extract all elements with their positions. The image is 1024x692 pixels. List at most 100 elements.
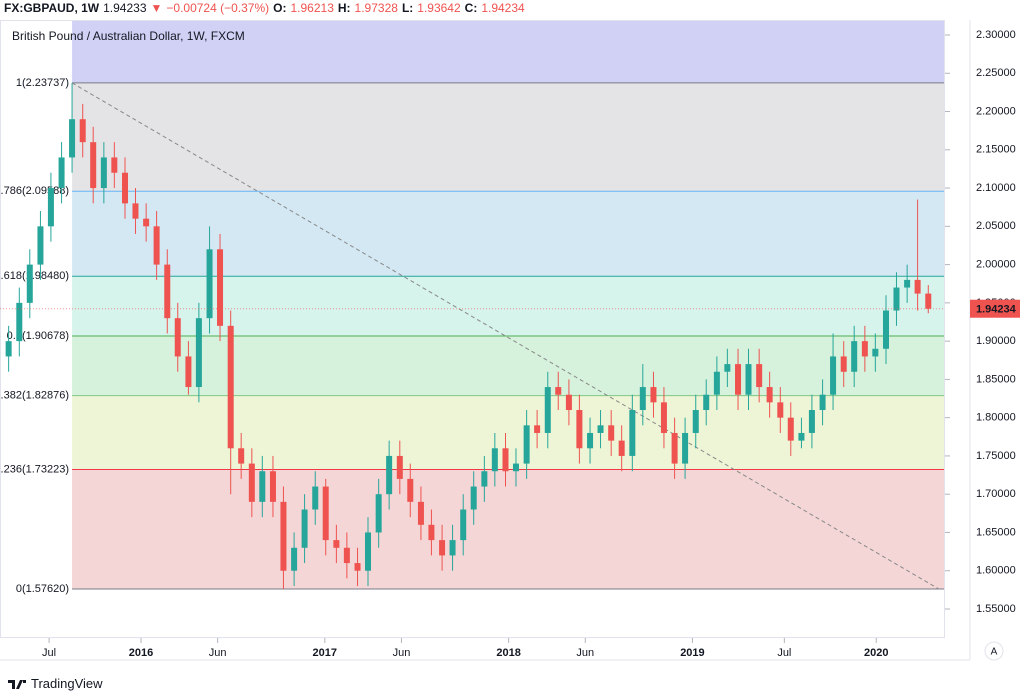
candle-body <box>682 432 689 464</box>
x-tick-label: 2019 <box>680 647 704 659</box>
candle-body <box>523 425 530 464</box>
candle-body <box>618 440 625 456</box>
c-label: C: <box>464 1 478 15</box>
candle-body <box>365 532 372 571</box>
fib-label: 0.382(1.82876) <box>0 390 69 402</box>
candle-body <box>195 318 202 388</box>
c-value: 1.94234 <box>481 1 525 15</box>
candle-body <box>79 119 86 143</box>
annotations: 1.94234 <box>0 299 1020 318</box>
y-tick-label: 2.00000 <box>976 259 1016 271</box>
candle-body <box>301 509 308 548</box>
h-value: 1.97328 <box>354 1 398 15</box>
symbol: FX:GBPAUD, 1W <box>4 1 100 15</box>
candle-body <box>840 356 847 372</box>
fib-label: 1(2.23737) <box>16 77 69 89</box>
candle-body <box>90 142 97 189</box>
candle-body <box>534 425 541 433</box>
l-value: 1.93642 <box>417 1 461 15</box>
y-tick-label: 2.05000 <box>976 220 1016 232</box>
fib-label: 0.236(1.73223) <box>0 463 69 475</box>
candle-body <box>217 249 224 326</box>
h-label: H: <box>337 1 351 15</box>
candle-body <box>132 203 139 219</box>
candle-body <box>449 540 456 556</box>
candle-body <box>375 494 382 533</box>
candle-body <box>502 448 509 472</box>
candle-body <box>143 218 150 227</box>
fib-band <box>72 395 945 470</box>
candle-body <box>830 356 837 395</box>
candle-body <box>481 471 488 487</box>
x-tick-label: 2016 <box>129 647 153 659</box>
candle-body <box>248 463 255 502</box>
candle-body <box>227 325 234 449</box>
candle-body <box>745 364 752 395</box>
candle-body <box>428 524 435 541</box>
candle-body <box>787 417 794 441</box>
fib-band <box>72 20 945 83</box>
candle-body <box>766 387 773 403</box>
x-tick-label: 2020 <box>864 647 888 659</box>
y-tick-label: 1.60000 <box>976 565 1016 577</box>
scale-button[interactable] <box>984 641 1004 661</box>
candle-body <box>470 486 477 510</box>
candle-body <box>185 356 192 388</box>
l-label: L: <box>401 1 414 15</box>
arrow: ▼ <box>150 1 163 15</box>
candle-body <box>407 478 414 502</box>
fib-band <box>72 191 945 277</box>
candle-body <box>597 425 604 433</box>
brand: TradingView <box>31 676 103 691</box>
fib-label: 0.5(1.90678) <box>7 330 69 342</box>
x-tick-label: Jul <box>777 647 791 659</box>
candle-body <box>69 119 76 158</box>
x-tick-label: 2018 <box>496 647 520 659</box>
candle-body <box>153 226 160 265</box>
trend-line <box>71 82 940 590</box>
candle-body <box>724 364 731 372</box>
chart: 1(2.23737)0.786(2.09588)0.618(1.98480)0.… <box>0 20 1020 661</box>
plot-frame <box>0 20 945 638</box>
candle-body <box>576 410 583 449</box>
y-tick-label: 2.30000 <box>976 29 1016 41</box>
candle-body <box>650 387 657 403</box>
candle-body <box>26 264 33 303</box>
last-price-tag <box>970 299 1020 318</box>
candle-body <box>121 172 128 204</box>
y-tick-label: 1.80000 <box>976 412 1016 424</box>
candle-body <box>174 318 181 357</box>
candle-body <box>386 455 393 495</box>
y-tick-label: 2.20000 <box>976 105 1016 117</box>
candle-body <box>544 387 551 433</box>
candle-body <box>491 448 498 472</box>
candle-body <box>322 486 329 541</box>
y-tick-label: 1.70000 <box>976 488 1016 500</box>
candle-body <box>280 501 287 571</box>
y-tick-label: 1.85000 <box>976 373 1016 385</box>
candle-body <box>460 509 467 541</box>
logo <box>8 679 26 689</box>
candle-body <box>291 547 298 571</box>
candle-body <box>512 463 519 472</box>
candle-body <box>861 341 868 357</box>
candle-body <box>914 279 921 294</box>
candle-body <box>808 410 815 433</box>
footer: TradingView <box>8 676 103 691</box>
candle-body <box>851 341 858 372</box>
candle-body <box>692 410 699 433</box>
y-tick-label: 1.90000 <box>976 335 1016 347</box>
x-tick-label: Jun <box>576 647 594 659</box>
o-value: 1.96213 <box>290 1 334 15</box>
plot-area: 1(2.23737)0.786(2.09588)0.618(1.98480)0.… <box>0 20 945 595</box>
candle-body <box>565 394 572 411</box>
chart-title: British Pound / Australian Dollar, 1W, F… <box>12 29 245 43</box>
candle-body <box>587 432 594 449</box>
candle-body <box>164 264 171 319</box>
candle-body <box>904 279 911 288</box>
scale-button-label[interactable]: A <box>991 647 998 658</box>
candle-body <box>798 432 805 441</box>
candle-body <box>5 341 12 357</box>
candle-body <box>872 348 879 357</box>
